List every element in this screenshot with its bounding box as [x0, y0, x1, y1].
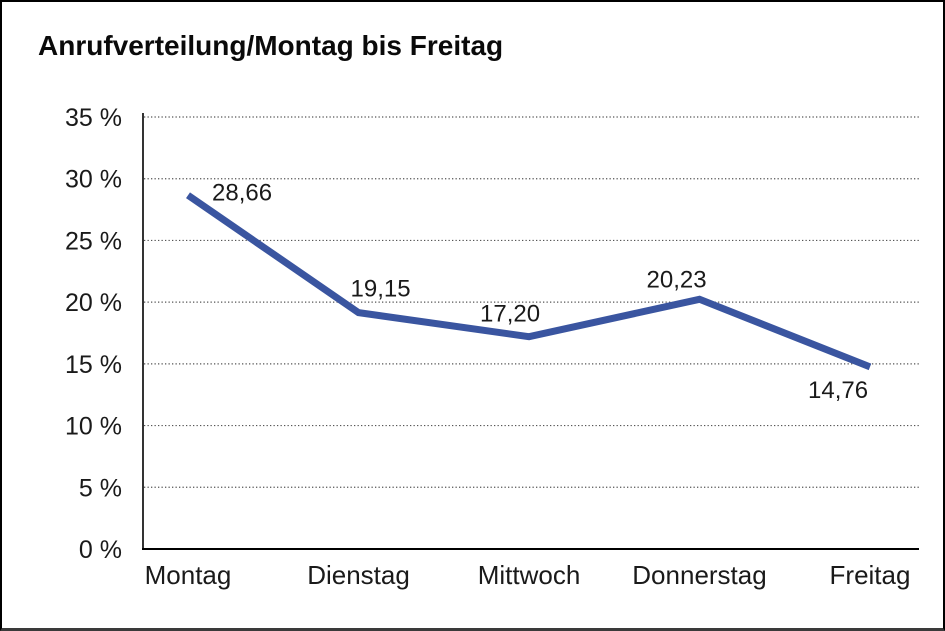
y-tick-label: 0 % [79, 536, 122, 564]
data-point-label: 28,66 [212, 179, 272, 206]
x-axis-label: Freitag [830, 560, 911, 590]
x-axis-label: Donnerstag [632, 560, 766, 590]
x-axis-label: Montag [145, 560, 232, 590]
y-tick-label: 20 % [65, 289, 122, 317]
x-axis-label: Dienstag [307, 560, 410, 590]
data-point-label: 14,76 [808, 377, 868, 404]
y-tick-label: 5 % [79, 474, 122, 502]
data-point-label: 17,20 [480, 301, 540, 328]
y-tick-label: 30 % [65, 166, 122, 194]
y-tick-label: 15 % [65, 351, 122, 379]
y-tick-label: 10 % [65, 413, 122, 441]
x-axis-label: Mittwoch [478, 560, 581, 590]
chart-title: Anrufverteilung/Montag bis Freitag [38, 30, 504, 61]
y-tick-label: 25 % [65, 227, 122, 255]
data-point-label: 20,23 [647, 266, 707, 293]
data-point-label: 19,15 [351, 276, 411, 303]
y-tick-label: 35 % [65, 104, 122, 132]
series-line [186, 192, 872, 371]
